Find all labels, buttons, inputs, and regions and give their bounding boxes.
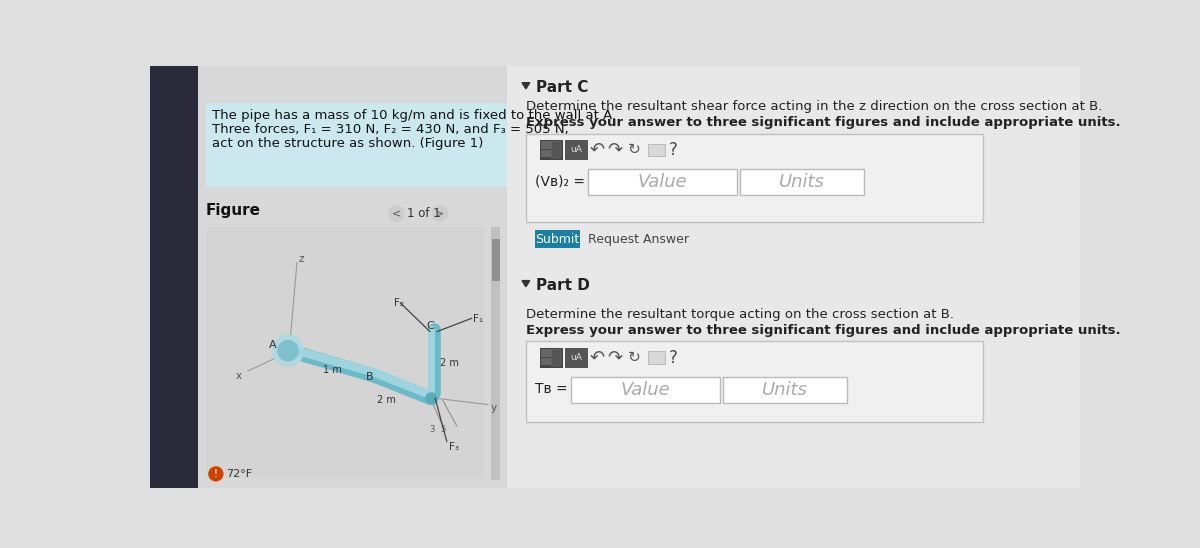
Bar xyxy=(541,358,551,364)
Polygon shape xyxy=(522,83,529,89)
Circle shape xyxy=(389,206,404,221)
Text: Three forces, F₁ = 310 N, F₂ = 430 N, and F₃ = 505 N,: Three forces, F₁ = 310 N, F₂ = 430 N, an… xyxy=(212,123,569,136)
Text: 1 m: 1 m xyxy=(323,364,342,374)
Bar xyxy=(526,134,983,222)
Circle shape xyxy=(426,393,437,404)
Text: B: B xyxy=(366,372,373,382)
Circle shape xyxy=(272,335,304,366)
Text: 3: 3 xyxy=(430,425,436,435)
Bar xyxy=(552,141,560,158)
Bar xyxy=(541,141,551,149)
Bar xyxy=(198,66,506,488)
Bar xyxy=(648,351,665,364)
Text: ↷: ↷ xyxy=(607,349,623,367)
Text: ↷: ↷ xyxy=(607,141,623,159)
Text: Submit: Submit xyxy=(535,232,580,246)
Text: Part C: Part C xyxy=(536,79,588,95)
Text: F₁: F₁ xyxy=(473,313,484,324)
Text: Value: Value xyxy=(637,173,688,191)
Text: A: A xyxy=(269,340,277,350)
Text: Express your answer to three significant figures and include appropriate units.: Express your answer to three significant… xyxy=(526,116,1121,129)
Text: !: ! xyxy=(214,469,218,479)
Text: ↶: ↶ xyxy=(589,141,605,159)
Bar xyxy=(526,341,983,423)
Text: 2 m: 2 m xyxy=(377,395,396,406)
Bar xyxy=(588,169,737,195)
Text: Request Answer: Request Answer xyxy=(588,232,689,246)
Text: >: > xyxy=(436,209,444,219)
Text: (Vв)₂ =: (Vв)₂ = xyxy=(535,174,586,189)
Text: C: C xyxy=(426,321,433,332)
Bar xyxy=(565,140,588,159)
Text: x: x xyxy=(236,370,242,381)
Bar xyxy=(535,230,580,248)
Text: Determine the resultant shear force acting in the z direction on the cross secti: Determine the resultant shear force acti… xyxy=(526,100,1103,113)
Text: ↻: ↻ xyxy=(628,350,641,365)
Text: 5: 5 xyxy=(440,425,446,435)
Circle shape xyxy=(432,206,448,221)
Bar xyxy=(506,66,1080,488)
Text: Determine the resultant torque acting on the cross section at B.: Determine the resultant torque acting on… xyxy=(526,309,954,321)
Bar xyxy=(565,347,588,368)
Bar xyxy=(541,151,551,157)
Text: F₂: F₂ xyxy=(394,298,404,309)
Bar xyxy=(541,349,551,357)
Text: Tв =: Tв = xyxy=(535,382,568,396)
Text: Units: Units xyxy=(762,381,808,399)
Text: Part D: Part D xyxy=(536,277,590,293)
Text: 1 of 1: 1 of 1 xyxy=(407,207,442,220)
Text: y: y xyxy=(491,403,497,413)
Text: F₃: F₃ xyxy=(449,442,460,452)
Bar xyxy=(648,144,665,156)
Bar xyxy=(552,349,560,366)
Text: <: < xyxy=(392,209,401,219)
Text: Figure: Figure xyxy=(206,203,260,218)
Circle shape xyxy=(209,467,223,481)
Text: 2 m: 2 m xyxy=(440,358,458,368)
Circle shape xyxy=(278,341,298,361)
Text: Units: Units xyxy=(779,173,824,191)
Text: Express your answer to three significant figures and include appropriate units.: Express your answer to three significant… xyxy=(526,324,1121,336)
Bar xyxy=(206,227,485,478)
Text: uA: uA xyxy=(570,145,582,154)
Text: 72°F: 72°F xyxy=(226,469,252,479)
Bar xyxy=(206,102,506,187)
Text: uA: uA xyxy=(570,353,582,362)
Text: ?: ? xyxy=(668,349,678,367)
Bar xyxy=(491,227,500,480)
Bar xyxy=(739,169,864,195)
Text: ↶: ↶ xyxy=(589,349,605,367)
Bar xyxy=(540,140,563,159)
Bar xyxy=(150,66,198,488)
Text: ?: ? xyxy=(668,141,678,159)
Bar xyxy=(492,239,499,281)
Text: Value: Value xyxy=(620,381,670,399)
Text: act on the structure as shown. (Figure 1): act on the structure as shown. (Figure 1… xyxy=(212,138,484,150)
Bar xyxy=(540,347,563,368)
Bar xyxy=(722,377,847,403)
Bar xyxy=(571,377,720,403)
Polygon shape xyxy=(522,281,529,287)
Text: ↻: ↻ xyxy=(628,142,641,157)
Text: z: z xyxy=(299,254,305,264)
Text: The pipe has a mass of 10 kg/m and is fixed to the wall at A.: The pipe has a mass of 10 kg/m and is fi… xyxy=(212,109,616,122)
